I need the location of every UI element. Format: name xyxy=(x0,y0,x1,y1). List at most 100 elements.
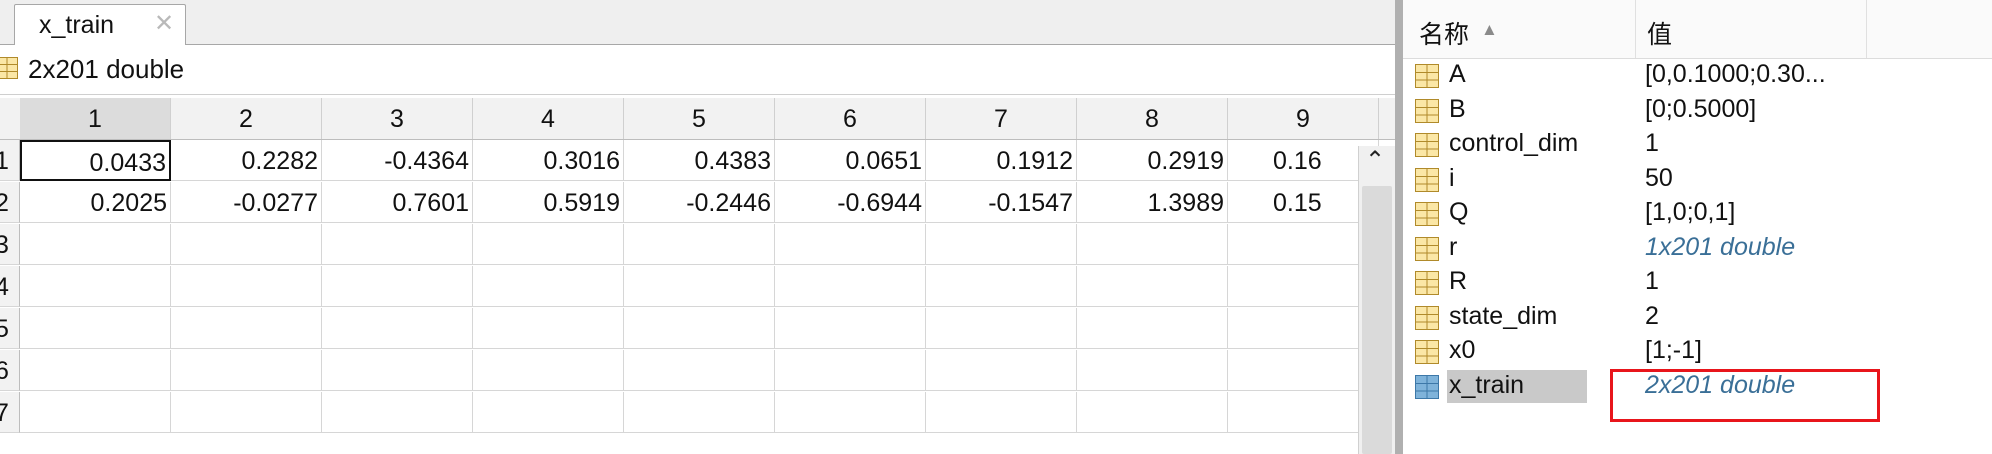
table-cell[interactable] xyxy=(322,224,473,265)
table-cell[interactable] xyxy=(624,224,775,265)
table-cell[interactable] xyxy=(1077,308,1228,349)
table-cell[interactable]: 0.15 xyxy=(1228,182,1379,223)
table-cell[interactable]: 0.5919 xyxy=(473,182,624,223)
header-divider xyxy=(1635,0,1636,58)
workspace-variable-row[interactable]: r 1x201 double xyxy=(1403,231,1992,266)
table-cell[interactable] xyxy=(473,392,624,433)
row-header-5[interactable]: 5 xyxy=(0,308,20,349)
row-header-3[interactable]: 3 xyxy=(0,224,20,265)
workspace-variable-row[interactable]: B [0;0.5000] xyxy=(1403,93,1992,128)
workspace-variable-row[interactable]: A [0,0.1000;0.30... xyxy=(1403,58,1992,93)
table-cell[interactable]: 0.0651 xyxy=(775,140,926,181)
scroll-up-icon[interactable]: ⌃ xyxy=(1365,147,1386,174)
column-header-3[interactable]: 3 xyxy=(322,98,473,139)
workspace-variable-row[interactable]: i 50 xyxy=(1403,162,1992,197)
table-cell[interactable]: 0.2282 xyxy=(171,140,322,181)
table-cell[interactable] xyxy=(624,392,775,433)
table-cell[interactable] xyxy=(20,392,171,433)
column-header-8[interactable]: 8 xyxy=(1077,98,1228,139)
table-cell[interactable] xyxy=(1228,308,1379,349)
column-header-9[interactable]: 9 xyxy=(1228,98,1379,139)
table-cell[interactable] xyxy=(473,266,624,307)
panel-splitter[interactable] xyxy=(1395,0,1403,454)
workspace-variable-row[interactable]: state_dim 2 xyxy=(1403,300,1992,335)
table-cell[interactable] xyxy=(322,392,473,433)
table-cell[interactable] xyxy=(322,266,473,307)
table-cell[interactable] xyxy=(775,350,926,391)
column-header-value[interactable]: 值 xyxy=(1647,21,1673,49)
table-cell[interactable] xyxy=(1077,266,1228,307)
table-cell[interactable]: 0.4383 xyxy=(624,140,775,181)
table-cell[interactable] xyxy=(1077,224,1228,265)
table-cell[interactable] xyxy=(473,224,624,265)
table-cell[interactable] xyxy=(1228,350,1379,391)
table-cell[interactable]: 0.0433 xyxy=(20,140,171,181)
table-cell[interactable] xyxy=(20,350,171,391)
table-cell[interactable] xyxy=(624,308,775,349)
table-cell[interactable]: 0.2919 xyxy=(1077,140,1228,181)
table-cell[interactable] xyxy=(473,350,624,391)
table-cell[interactable] xyxy=(624,350,775,391)
table-cell[interactable] xyxy=(926,266,1077,307)
column-header-name[interactable]: 名称 xyxy=(1419,21,1470,49)
table-cell[interactable]: 0.16 xyxy=(1228,140,1379,181)
table-cell[interactable] xyxy=(322,350,473,391)
table-cell[interactable] xyxy=(171,350,322,391)
table-cell[interactable]: 0.2025 xyxy=(20,182,171,223)
table-cell[interactable] xyxy=(1228,392,1379,433)
table-cell[interactable] xyxy=(775,308,926,349)
column-header-2[interactable]: 2 xyxy=(171,98,322,139)
workspace-variable-row[interactable]: Q [1,0;0,1] xyxy=(1403,196,1992,231)
column-header-5[interactable]: 5 xyxy=(624,98,775,139)
column-header-1[interactable]: 1 xyxy=(20,98,171,139)
table-cell[interactable]: 0.1912 xyxy=(926,140,1077,181)
tab-x-train[interactable]: x_train ✕ xyxy=(14,4,186,45)
table-cell[interactable]: -0.4364 xyxy=(322,140,473,181)
column-header-7[interactable]: 7 xyxy=(926,98,1077,139)
table-cell[interactable]: -0.0277 xyxy=(171,182,322,223)
grid-icon xyxy=(1415,64,1439,93)
scrollbar-thumb[interactable] xyxy=(1362,186,1392,454)
table-cell[interactable]: 0.3016 xyxy=(473,140,624,181)
table-cell[interactable] xyxy=(1077,350,1228,391)
table-cell[interactable] xyxy=(926,224,1077,265)
table-cell[interactable]: 0.7601 xyxy=(322,182,473,223)
table-cell[interactable] xyxy=(171,266,322,307)
column-header-4[interactable]: 4 xyxy=(473,98,624,139)
sort-ascending-icon[interactable]: ▲ xyxy=(1481,20,1498,39)
row-header-2[interactable]: 2 xyxy=(0,182,20,223)
table-cell[interactable] xyxy=(171,308,322,349)
table-cell[interactable] xyxy=(926,350,1077,391)
row-header-4[interactable]: 4 xyxy=(0,266,20,307)
vertical-scrollbar[interactable]: ⌃ xyxy=(1358,146,1395,454)
table-cell[interactable] xyxy=(473,308,624,349)
table-cell[interactable]: -0.1547 xyxy=(926,182,1077,223)
table-cell[interactable] xyxy=(20,224,171,265)
table-cell[interactable] xyxy=(926,308,1077,349)
table-cell[interactable] xyxy=(171,224,322,265)
column-header-6[interactable]: 6 xyxy=(775,98,926,139)
workspace-variable-row[interactable]: control_dim 1 xyxy=(1403,127,1992,162)
row-header-6[interactable]: 6 xyxy=(0,350,20,391)
workspace-variable-row[interactable]: x_train 2x201 double xyxy=(1403,369,1992,404)
table-cell[interactable] xyxy=(1077,392,1228,433)
table-cell[interactable] xyxy=(20,266,171,307)
table-cell[interactable] xyxy=(775,266,926,307)
table-cell[interactable] xyxy=(624,266,775,307)
row-header-7[interactable]: 7 xyxy=(0,392,20,433)
table-cell[interactable] xyxy=(926,392,1077,433)
table-cell[interactable]: -0.6944 xyxy=(775,182,926,223)
table-cell[interactable] xyxy=(1228,224,1379,265)
table-cell[interactable] xyxy=(1228,266,1379,307)
row-header-1[interactable]: 1 xyxy=(0,140,20,181)
table-cell[interactable]: 1.3989 xyxy=(1077,182,1228,223)
workspace-variable-row[interactable]: x0 [1;-1] xyxy=(1403,334,1992,369)
table-cell[interactable] xyxy=(322,308,473,349)
close-icon[interactable]: ✕ xyxy=(154,10,175,37)
table-cell[interactable] xyxy=(775,224,926,265)
table-cell[interactable] xyxy=(775,392,926,433)
table-cell[interactable]: -0.2446 xyxy=(624,182,775,223)
table-cell[interactable] xyxy=(171,392,322,433)
table-cell[interactable] xyxy=(20,308,171,349)
